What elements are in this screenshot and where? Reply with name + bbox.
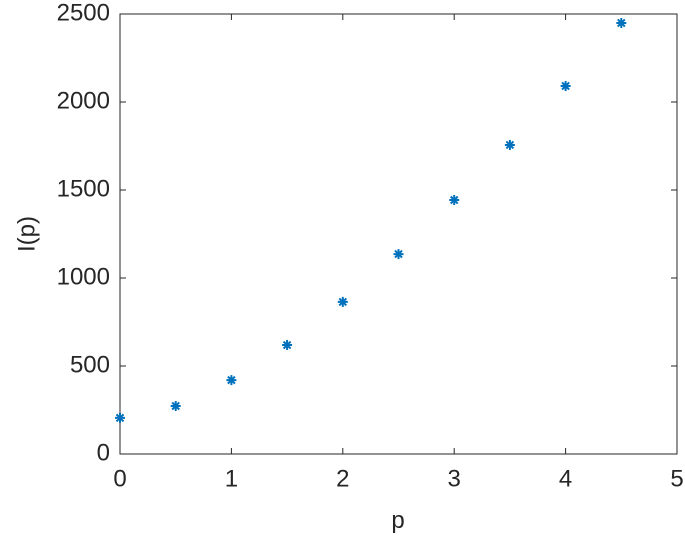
x-tick-label: 2 (336, 465, 349, 492)
data-point (282, 340, 293, 351)
y-tick-label: 2000 (57, 87, 110, 114)
x-tick-label: 0 (113, 465, 126, 492)
data-point (115, 412, 125, 423)
data-point (560, 80, 571, 91)
y-axis-label: I(p) (13, 216, 40, 252)
y-tick-label: 500 (70, 351, 110, 378)
data-point (504, 139, 515, 150)
x-tick-label: 4 (559, 465, 572, 492)
data-point (226, 375, 237, 386)
y-tick-label: 2500 (57, 0, 110, 26)
data-point (616, 17, 627, 28)
plot-frame (119, 13, 678, 455)
data-point (170, 400, 181, 411)
x-tick-label: 3 (448, 465, 461, 492)
y-tick-label: 1500 (57, 175, 110, 202)
y-tick-label: 1000 (57, 263, 110, 290)
x-tick-label: 1 (225, 465, 238, 492)
data-point (449, 195, 460, 206)
x-tick-label: 5 (670, 465, 683, 492)
data-point (393, 249, 404, 260)
y-tick-label: 0 (97, 439, 110, 466)
data-point (337, 296, 348, 307)
x-axis-label: p (391, 507, 404, 534)
